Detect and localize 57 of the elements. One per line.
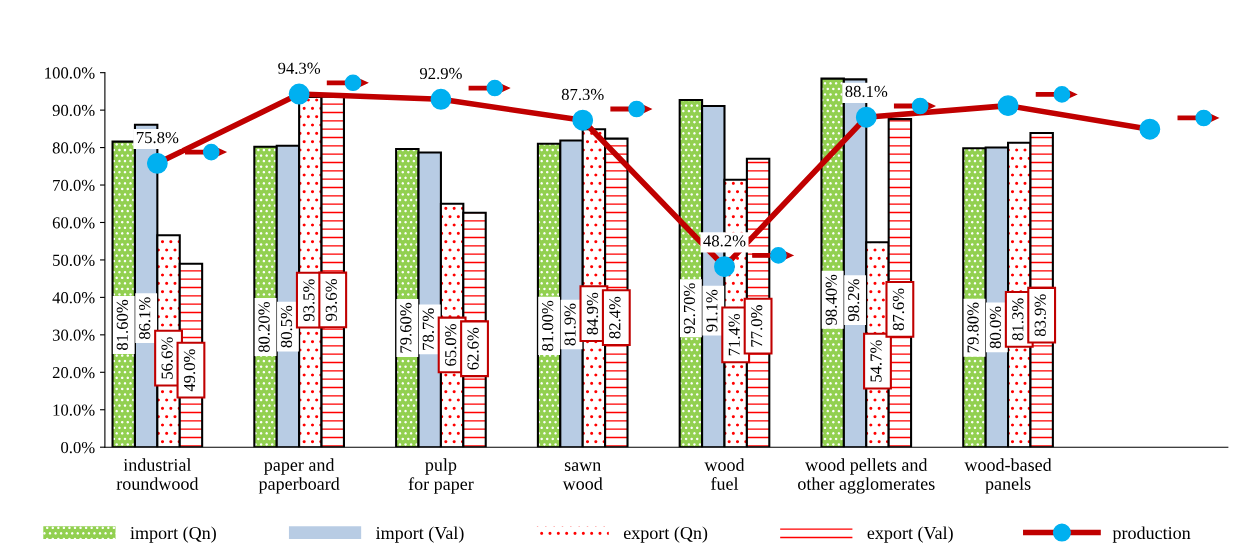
x-tick-label: sawn wood bbox=[562, 462, 603, 490]
data-label: 48.2% bbox=[703, 235, 746, 247]
y-tick-label: 0.0% bbox=[61, 441, 95, 454]
data-label: 81.3% bbox=[1012, 298, 1024, 341]
y-tick-label: 60.0% bbox=[52, 217, 95, 229]
data-label: 79.80% bbox=[967, 302, 979, 353]
data-label: 81.9% bbox=[564, 303, 576, 346]
data-label: 80.5% bbox=[280, 305, 293, 348]
data-label: 84.9% bbox=[586, 292, 599, 335]
data-label: 92.70% bbox=[683, 283, 696, 334]
data-label: 83.9% bbox=[1034, 294, 1046, 337]
data-label: 92.9% bbox=[419, 67, 462, 80]
legend-label: production bbox=[1112, 526, 1191, 543]
y-tick-label: 90.0% bbox=[52, 104, 95, 117]
x-tick-label: wood pellets and other agglomerates bbox=[798, 458, 935, 494]
data-label: 87.3% bbox=[561, 88, 604, 101]
data-label: 93.6% bbox=[325, 279, 337, 321]
data-label: 79.60% bbox=[400, 302, 412, 353]
y-tick-label: 10.0% bbox=[53, 404, 95, 416]
legend-label: import (Val) bbox=[375, 526, 464, 543]
data-label: 56.6% bbox=[161, 337, 173, 379]
data-label: 81.00% bbox=[542, 300, 554, 351]
data-label: 78.7% bbox=[422, 308, 434, 350]
data-label: 82.4% bbox=[609, 296, 621, 339]
x-tick-label: pulp for paper bbox=[408, 458, 474, 494]
data-label: 49.0% bbox=[183, 349, 196, 392]
legend-label: import (Qn) bbox=[130, 526, 216, 543]
y-tick-label: 40.0% bbox=[52, 292, 95, 304]
data-label: 75.8% bbox=[136, 131, 179, 144]
data-label: 81.60% bbox=[116, 299, 128, 351]
data-label: 88.1% bbox=[845, 85, 888, 98]
data-label: 98.40% bbox=[825, 274, 837, 325]
y-tick-label: 100.0% bbox=[45, 67, 95, 79]
data-label: 65.0% bbox=[445, 324, 457, 366]
y-tick-label: 20.0% bbox=[52, 366, 95, 379]
data-label: 62.6% bbox=[467, 327, 479, 370]
y-tick-label: 30.0% bbox=[52, 329, 95, 341]
data-label: 93.5% bbox=[303, 279, 315, 322]
legend-label: export (Val) bbox=[867, 526, 953, 543]
y-tick-label: 50.0% bbox=[53, 254, 95, 266]
data-label: 87.6% bbox=[892, 288, 905, 331]
data-label: 54.7% bbox=[870, 340, 882, 382]
data-label: 80.20% bbox=[258, 301, 270, 353]
data-label: 94.3% bbox=[278, 62, 321, 74]
legend-label: export (Qn) bbox=[623, 526, 708, 543]
x-tick-label: paper and paperboard bbox=[258, 458, 340, 494]
data-label: 80.0% bbox=[989, 306, 1002, 349]
data-label: 98.2% bbox=[848, 279, 860, 322]
data-label: 86.1% bbox=[139, 297, 151, 340]
data-label: 71.4% bbox=[728, 313, 740, 356]
y-tick-label: 80.0% bbox=[52, 142, 95, 154]
x-tick-label: wood fuel bbox=[704, 458, 745, 490]
x-tick-label: industrial roundwood bbox=[116, 458, 199, 490]
data-label: 91.1% bbox=[706, 289, 718, 332]
data-label: 77.0% bbox=[751, 305, 763, 347]
y-tick-label: 70.0% bbox=[53, 179, 95, 192]
x-tick-label: wood-based panels bbox=[964, 458, 1052, 494]
